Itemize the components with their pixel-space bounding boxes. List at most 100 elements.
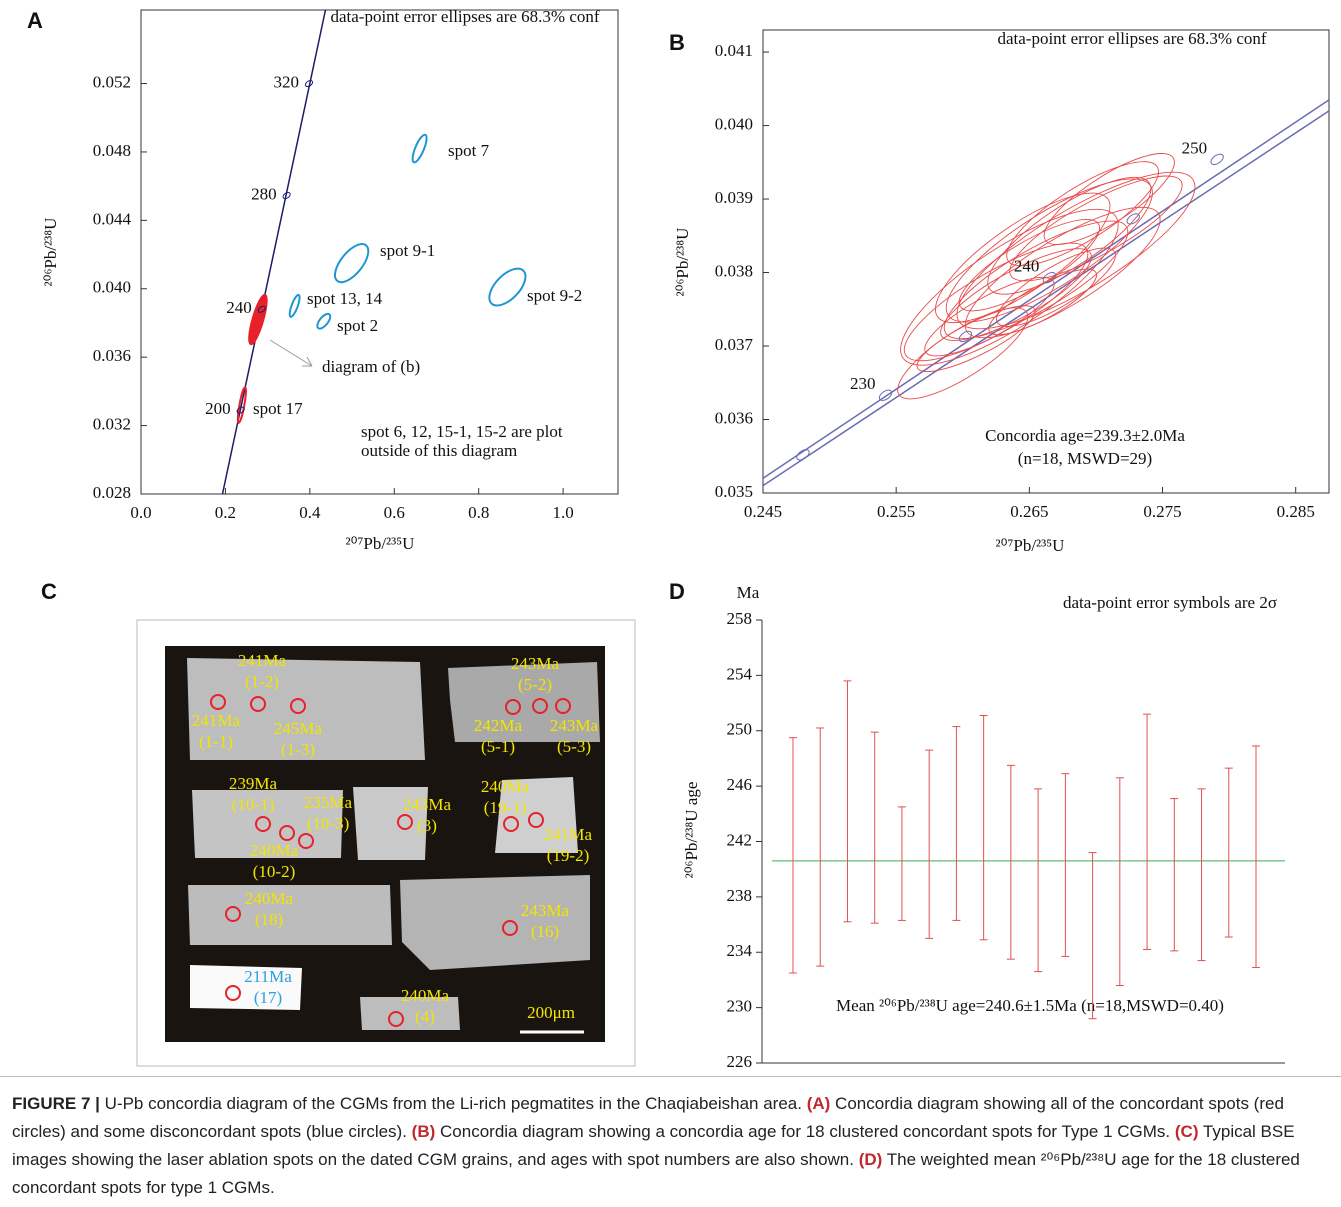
- page: 0.00.20.40.60.81.00.0280.0320.0360.0400.…: [0, 0, 1341, 1207]
- grain: [400, 875, 590, 970]
- spot-id: (17): [254, 988, 282, 1007]
- spot-id: (18): [255, 910, 283, 929]
- y-tick-label: 246: [727, 775, 753, 794]
- error-ellipse: [1033, 138, 1186, 259]
- spot-age: 243Ma: [403, 795, 452, 814]
- y-tick-label: 254: [727, 664, 753, 683]
- y-tick-label: 0.052: [93, 72, 131, 91]
- spot-age: 242Ma: [474, 716, 523, 735]
- age-label: 320: [274, 72, 300, 91]
- x-tick-label: 0.8: [468, 503, 489, 522]
- caption-label: FIGURE 7 |: [12, 1094, 100, 1113]
- age-marker: [957, 329, 973, 344]
- caption-rule: [0, 1076, 1341, 1077]
- age-marker: [304, 79, 313, 88]
- caption: FIGURE 7 | U-Pb concordia diagram of the…: [12, 1090, 1330, 1202]
- spot-age: 243Ma: [550, 716, 599, 735]
- spot-id: (19-2): [547, 846, 589, 865]
- figure: 0.00.20.40.60.81.00.0280.0320.0360.0400.…: [0, 0, 1341, 1080]
- spot-id: (5-2): [518, 675, 552, 694]
- spot-id: (1-2): [245, 672, 279, 691]
- concordia-line: [763, 100, 1329, 478]
- spot-age: 241Ma: [192, 711, 241, 730]
- caption-ref: (D): [859, 1150, 883, 1169]
- subtitle: data-point error symbols are 2σ: [1063, 593, 1277, 612]
- y-tick-label: 230: [727, 997, 753, 1016]
- spot-label: spot 7: [448, 141, 490, 160]
- y-tick-label: 238: [727, 886, 753, 905]
- annotation: spot 6, 12, 15-1, 15-2 are plot: [361, 422, 563, 441]
- y-tick-label: 0.038: [715, 261, 753, 280]
- spot-label: spot 2: [337, 316, 378, 335]
- subtitle: data-point error ellipses are 68.3% conf: [330, 7, 599, 26]
- y-tick-label: 0.040: [715, 114, 753, 133]
- spot-label: spot 9-1: [380, 241, 435, 260]
- x-tick-label: 0.265: [1010, 502, 1048, 521]
- spot-age: 240Ma: [250, 841, 299, 860]
- caption-ref: (B): [412, 1122, 436, 1141]
- age-label: 280: [251, 184, 277, 203]
- age-label: 240: [1014, 257, 1040, 276]
- arrow: [270, 340, 312, 366]
- spot-age: 240Ma: [481, 777, 530, 796]
- error-ellipse: [930, 233, 1102, 356]
- spot-id: (16): [531, 922, 559, 941]
- spot-age: 243Ma: [521, 901, 570, 920]
- spot-age: 245Ma: [274, 719, 323, 738]
- y-tick-label: 0.041: [715, 41, 753, 60]
- x-tick-label: 1.0: [552, 503, 573, 522]
- y-tick-label: 250: [727, 720, 753, 739]
- y-tick-label: 234: [727, 941, 753, 960]
- age-marker: [1209, 152, 1225, 167]
- age-label: 250: [1182, 138, 1208, 157]
- spot-id: (4): [415, 1007, 435, 1026]
- x-tick-label: 0.4: [299, 503, 321, 522]
- spot-id: (1-1): [199, 732, 233, 751]
- spot-age: 241Ma: [238, 651, 287, 670]
- y-tick-label: 258: [727, 609, 753, 628]
- y-tick-label: 0.037: [715, 335, 754, 354]
- y-tick-label: 0.044: [93, 209, 132, 228]
- spot-age: 243Ma: [511, 654, 560, 673]
- annotation: Concordia age=239.3±2.0Ma: [985, 426, 1185, 445]
- error-ellipse: [910, 294, 1042, 382]
- y-axis-label: ²⁰⁶Pb/²³⁸U age: [682, 782, 701, 879]
- panel-letter: D: [669, 579, 685, 604]
- error-ellipse: [938, 146, 1213, 355]
- subtitle: data-point error ellipses are 68.3% conf: [997, 29, 1266, 48]
- annotation: diagram of (b): [322, 357, 420, 376]
- x-tick-label: 0.285: [1277, 502, 1315, 521]
- x-tick-label: 0.6: [384, 503, 405, 522]
- y-axis-label: ²⁰⁶Pb/²³⁸U: [673, 228, 692, 297]
- caption-ref: (A): [807, 1094, 831, 1113]
- error-ellipse: [329, 239, 374, 288]
- y-tick-label: 0.036: [93, 346, 131, 365]
- caption-text: U-Pb concordia diagram of the CGMs from …: [105, 1094, 802, 1113]
- spot-id: (1-3): [281, 740, 315, 759]
- y-tick-label: 0.048: [93, 141, 131, 160]
- spot-age: 240Ma: [401, 986, 450, 1005]
- annotation: (n=18, MSWD=29): [1018, 449, 1152, 468]
- x-axis-label: ²⁰⁷Pb/²³⁵U: [346, 534, 415, 553]
- spot-label: spot 17: [253, 399, 303, 418]
- y-tick-label: 0.036: [715, 408, 753, 427]
- x-tick-label: 0.2: [215, 503, 236, 522]
- y-tick-label: 0.032: [93, 414, 131, 433]
- spot-age: 241Ma: [544, 825, 593, 844]
- spot-label: spot 13, 14: [307, 289, 383, 308]
- spot-age: 240Ma: [245, 889, 294, 908]
- y-tick-label: 0.035: [715, 482, 753, 501]
- x-tick-label: 0.0: [130, 503, 151, 522]
- age-label: 230: [850, 374, 876, 393]
- x-tick-label: 0.255: [877, 502, 915, 521]
- error-ellipse: [410, 133, 429, 164]
- panel-letter: C: [41, 579, 57, 604]
- y-axis-label: ²⁰⁶Pb/²³⁸U: [41, 218, 60, 287]
- error-ellipse: [288, 294, 302, 318]
- y-tick-label: 226: [727, 1052, 753, 1071]
- caption-text: Concordia diagram showing a concordia ag…: [440, 1122, 1170, 1141]
- spot-id: (10-3): [307, 814, 349, 833]
- annotation: outside of this diagram: [361, 441, 517, 460]
- y-tick-label: 0.040: [93, 278, 131, 297]
- x-axis-label: ²⁰⁷Pb/²³⁵U: [996, 536, 1065, 555]
